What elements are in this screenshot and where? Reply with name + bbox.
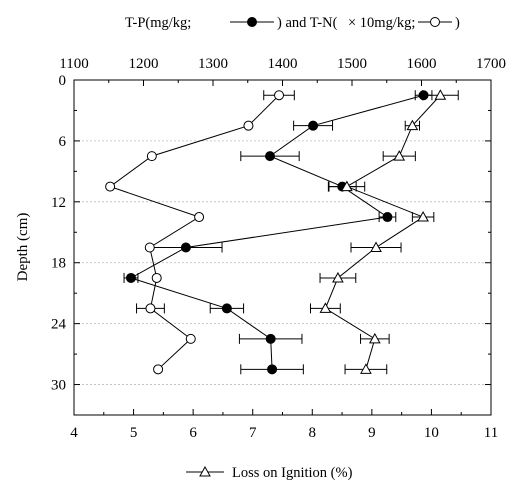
series-line-t-n [109,94,280,370]
point-loss-on-ignition-16.5 [370,241,382,252]
legend-tp-marker [247,17,257,27]
point-loss-on-ignition-1.5 [434,89,447,100]
y-tick-label-24: 24 [51,317,67,333]
x-bottom-tick-label-10: 10 [424,425,439,441]
y-tick-label-0: 0 [59,73,67,89]
point-t-p-16.5 [180,242,191,253]
point-t-p-25.5 [265,333,276,344]
legend-tp-label: T-P(mg/kg; [125,15,191,31]
plot-frame [73,79,492,416]
point-t-p-13.5 [382,212,393,223]
point-t-p-22.5 [221,303,232,314]
y-axis-title: Depth (cm) [15,213,31,282]
y-tick-label-30: 30 [51,378,66,394]
axes: 0 6 12 18 24 30 4 5 6 7 8 9 10 11 1100 1200 1300 1400 1500… [51,56,506,441]
series-t-p [123,90,433,375]
x-bottom-tick-label-11: 11 [484,425,498,441]
y-tick-label-6: 6 [59,134,67,150]
x-top-tick-label-1700: 1700 [476,56,506,72]
series-line-t-p [129,94,424,370]
x-top-tick-label-1300: 1300 [198,56,228,72]
point-loss-on-ignition-22.5 [319,302,332,313]
legend-tn-close: ) [455,15,460,31]
point-t-n-16.5 [144,242,155,253]
point-t-p-4.5 [308,120,319,131]
point-t-n-1.5 [274,90,285,101]
legend-loi-label: Loss on Ignition (%) [232,465,353,481]
series-loss-on-ignition [309,89,459,375]
x-bottom-tick-label-4: 4 [70,425,78,441]
x-bottom-tick-label-8: 8 [309,425,317,441]
x-top-tick-label-1100: 1100 [59,56,88,72]
point-t-p-19.5 [125,272,136,283]
series-t-n [105,90,295,375]
point-loss-on-ignition-7.5 [393,150,406,161]
y-tick-label-18: 18 [51,256,66,272]
point-t-n-25.5 [185,333,196,344]
legend-tn-marker [430,17,440,27]
x-top-tick-label-1500: 1500 [337,56,367,72]
point-t-p-28.5 [267,364,278,375]
point-t-n-10.5 [105,181,116,192]
gridlines [74,140,491,385]
x-top-tick-label-1400: 1400 [268,56,298,72]
x-bottom-tick-label-5: 5 [130,425,138,441]
point-loss-on-ignition-4.5 [406,119,419,131]
point-loss-on-ignition-10.5 [340,180,353,192]
point-t-n-7.5 [146,151,157,162]
point-t-p-7.5 [264,151,275,162]
legend-tn-unit: × 10mg/kg; [348,15,415,31]
x-top-tick-label-1600: 1600 [407,56,437,72]
point-t-n-4.5 [243,120,254,131]
point-loss-on-ignition-28.5 [360,363,372,374]
point-t-n-19.5 [151,272,162,283]
point-t-n-22.5 [145,303,156,314]
legend-tn-label: ) and T-N( [277,15,338,31]
legend-loi-marker [199,465,211,477]
series-layer [105,89,459,375]
x-bottom-tick-label-7: 7 [249,425,257,441]
point-t-n-13.5 [194,212,205,223]
point-t-n-28.5 [153,364,164,375]
y-tick-label-12: 12 [51,195,66,211]
point-loss-on-ignition-13.5 [417,211,429,222]
top-legend: T-P(mg/kg; ) and T-N( × 10mg/kg; ) [125,15,460,31]
x-bottom-tick-label-9: 9 [368,425,376,441]
bottom-legend: Loss on Ignition (%) [186,465,353,481]
x-bottom-tick-label-6: 6 [189,425,197,441]
series-line-loss-on-ignition [324,94,441,370]
point-loss-on-ignition-25.5 [368,332,381,344]
point-loss-on-ignition-19.5 [332,271,344,283]
x-top-tick-label-1200: 1200 [129,56,159,72]
